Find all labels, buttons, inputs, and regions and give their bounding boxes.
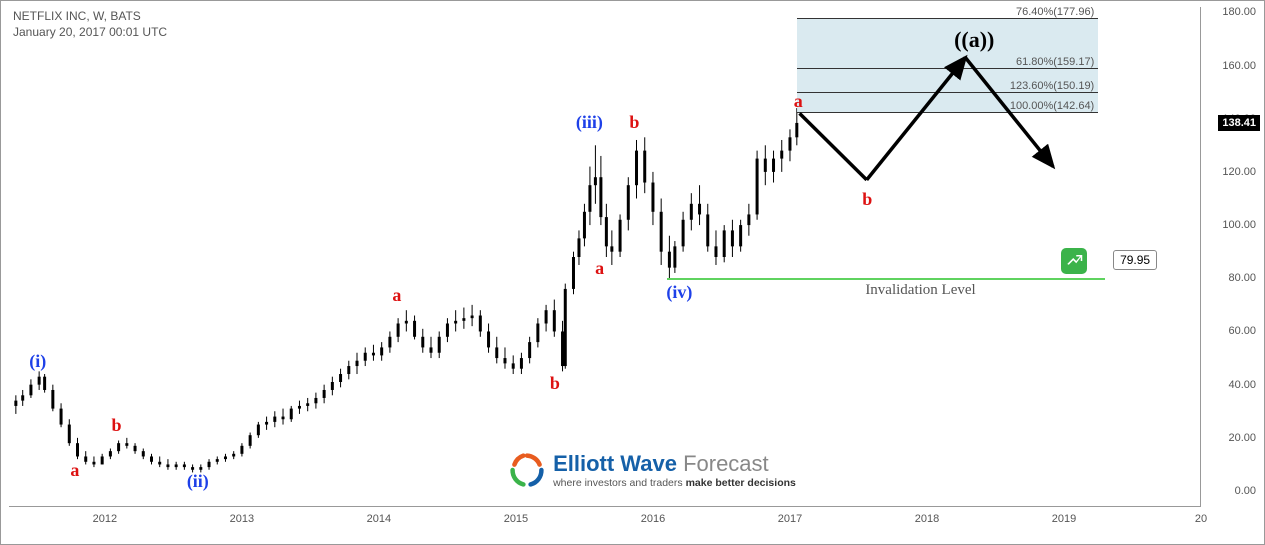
x-tick: 2012 — [93, 513, 117, 525]
x-tick: 20 — [1195, 513, 1207, 525]
x-tick: 2017 — [778, 513, 802, 525]
wave-label: (ii) — [187, 471, 209, 492]
y-tick: 160.00 — [1222, 60, 1256, 72]
x-tick: 2014 — [367, 513, 391, 525]
tagline-plain: where investors and traders — [553, 477, 685, 489]
brand-logo: Elliott Wave Forecast where investors an… — [509, 451, 796, 489]
wave-label: a — [392, 285, 401, 306]
swirl-icon — [509, 452, 545, 488]
chart-container: NETFLIX INC, W, BATS January 20, 2017 00… — [0, 0, 1265, 545]
x-tick: 2013 — [230, 513, 254, 525]
projection-path — [9, 7, 1201, 507]
y-tick: 60.00 — [1228, 325, 1256, 337]
y-tick: 20.00 — [1228, 432, 1256, 444]
y-tick: 40.00 — [1228, 379, 1256, 391]
wave-label: b — [550, 373, 560, 394]
invalidation-label: Invalidation Level — [865, 282, 975, 299]
wave-label: b — [862, 189, 872, 210]
wave-label: a — [794, 91, 803, 112]
wave-label: (iv) — [666, 282, 692, 303]
logo-tagline: where investors and traders make better … — [553, 477, 796, 489]
logo-text-primary: Elliott Wave — [553, 451, 677, 476]
y-axis: 0.0020.0040.0060.0080.00100.00120.00140.… — [1200, 7, 1258, 507]
y-tick: 100.00 — [1222, 219, 1256, 231]
tagline-bold: make better decisions — [686, 477, 796, 489]
plot-area: NETFLIX INC, W, BATS January 20, 2017 00… — [9, 7, 1201, 507]
x-tick: 2016 — [641, 513, 665, 525]
x-tick: 2019 — [1052, 513, 1076, 525]
invalidation-price-callout: 79.95 — [1113, 250, 1157, 270]
y-tick: 0.00 — [1235, 485, 1256, 497]
wave-label: (iii) — [576, 112, 603, 133]
logo-text-secondary: Forecast — [677, 451, 769, 476]
y-tick: 120.00 — [1222, 166, 1256, 178]
bullish-arrow-icon — [1061, 248, 1087, 274]
y-tick: 180.00 — [1222, 6, 1256, 18]
current-price-marker: 138.41 — [1218, 115, 1260, 131]
wave-label: ((a)) — [954, 27, 994, 53]
wave-label: a — [70, 460, 79, 481]
x-axis: 2012201320142015201620172018201920 — [9, 506, 1201, 538]
wave-label: b — [111, 415, 121, 436]
wave-label: a — [595, 258, 604, 279]
invalidation-line — [667, 278, 1105, 280]
x-tick: 2015 — [504, 513, 528, 525]
wave-label: b — [629, 112, 639, 133]
x-tick: 2018 — [915, 513, 939, 525]
y-tick: 80.00 — [1228, 272, 1256, 284]
wave-label: (i) — [29, 351, 46, 372]
